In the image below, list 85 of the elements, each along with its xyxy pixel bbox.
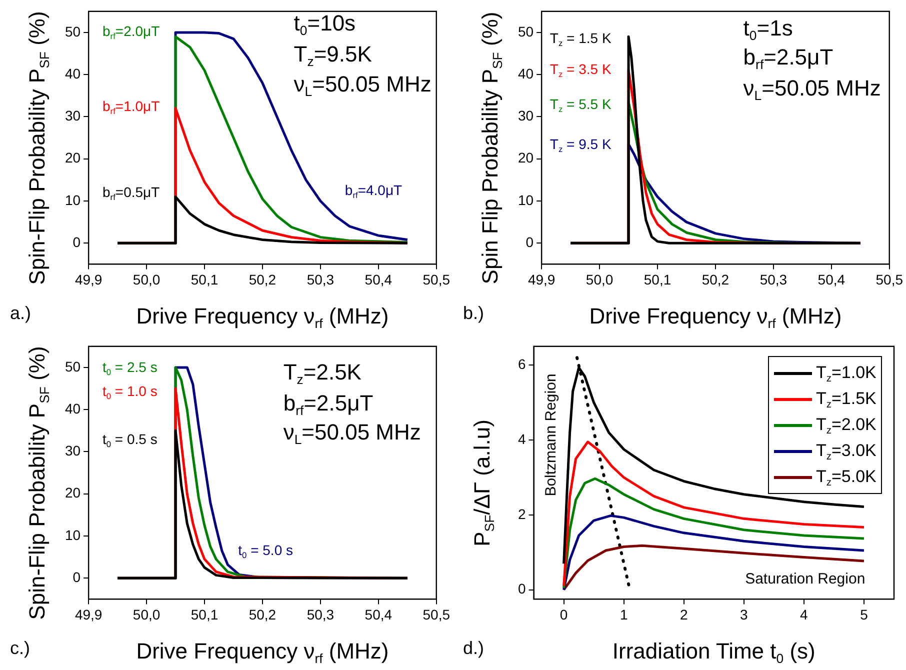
- x-tick-label: 50,5: [876, 271, 904, 288]
- x-tick-label: 49,9: [74, 271, 102, 288]
- x-tick-label: 50,0: [586, 271, 614, 288]
- x-tick-label: 3: [740, 606, 748, 622]
- y-tick-label: 4: [518, 430, 526, 447]
- series-label: T$_{z}$ = 3.5 K: [550, 60, 612, 78]
- y-tick-label: 40: [64, 65, 81, 82]
- annotation: T$_{z}$=2.5K: [283, 360, 362, 388]
- y-tick-label: 20: [64, 150, 81, 166]
- annotation: T$_{z}$=9.5K: [294, 41, 372, 69]
- legend-label: T$_{z}$=2.0K: [816, 414, 876, 436]
- text: a.): [10, 303, 32, 323]
- x-tick-label: 50,5: [422, 271, 450, 288]
- y-tick-label: 0: [72, 234, 81, 250]
- legend-label: T$_{z}$=1.0K: [816, 362, 876, 384]
- y-tick-label: 30: [64, 108, 81, 124]
- annotation: t$_{0}$=1s: [743, 16, 793, 44]
- series-label: t$_{0}$ = 1.0 s: [102, 382, 158, 401]
- x-tick-label: 0: [560, 606, 568, 622]
- x-tick-label: 50,5: [422, 606, 450, 622]
- series-label: T$_{z}$ = 9.5 K: [550, 136, 612, 154]
- series-label: T$_{z}$ = 1.5 K: [550, 30, 612, 48]
- y-tick-label: 40: [518, 65, 534, 82]
- x-tick-label: 1: [620, 606, 628, 622]
- annotation: Saturation Region: [745, 570, 866, 588]
- x-tick-label: 50,0: [132, 606, 160, 622]
- annotation: b$_{rf}$=2.5μT: [283, 390, 374, 418]
- y-tick-label: 0: [518, 580, 526, 597]
- x-axis-title: Drive Frequency ν$_{rf}$ (MHz): [136, 304, 389, 332]
- x-tick-label: 50,0: [132, 271, 160, 288]
- y-tick-label: 10: [64, 192, 81, 208]
- legend-label: T$_{z}$=3.0K: [816, 440, 876, 462]
- y-tick-label: 6: [518, 356, 526, 372]
- text: b.): [463, 303, 484, 323]
- x-tick-label: 50,4: [818, 271, 846, 288]
- annotation: ν$_{L}$=50.05 MHz: [283, 419, 421, 447]
- legend-label: T$_{z}$=1.5K: [816, 388, 876, 410]
- annotation: Boltzmann Region: [542, 374, 560, 496]
- x-tick-label: 4: [800, 606, 808, 622]
- x-axis-title: Drive Frequency ν$_{rf}$ (MHz): [136, 638, 389, 666]
- series-label: b$_{rf}$=0.5μT: [102, 184, 160, 202]
- x-tick-label: 50,2: [248, 606, 276, 622]
- text: d.): [463, 638, 484, 658]
- annotation: ν$_{L}$=50.05 MHz: [743, 75, 881, 103]
- x-axis-title: Irradiation Time t$_{0}$ (s): [612, 638, 816, 666]
- y-tick-label: 50: [64, 23, 81, 40]
- series-label: t$_{0}$ = 0.5 s: [102, 430, 158, 449]
- y-tick-label: 20: [518, 150, 534, 166]
- y-tick-label: 0: [72, 568, 81, 585]
- x-tick-label: 50,1: [190, 606, 218, 622]
- x-tick-label: 50,1: [644, 271, 672, 288]
- series-label: T$_{z}$ = 5.5 K: [550, 96, 612, 114]
- y-tick-label: 50: [518, 23, 534, 40]
- x-tick-label: 50,3: [760, 271, 788, 288]
- y-tick-label: 20: [64, 484, 81, 501]
- annotation: t$_{0}$=10s: [294, 10, 356, 38]
- annotation: b$_{rf}$=2.5μT: [743, 45, 834, 73]
- x-tick-label: 50,1: [190, 271, 218, 288]
- x-tick-label: 50,3: [306, 271, 334, 288]
- annotation: ν$_{L}$=50.05 MHz: [294, 72, 432, 100]
- x-tick-label: 50,3: [306, 606, 334, 622]
- y-tick-label: 2: [518, 506, 526, 522]
- y-tick-label: 0: [526, 234, 534, 250]
- x-axis-title: Drive Frequency ν$_{rf}$ (MHz): [589, 304, 842, 332]
- y-tick-label: 10: [518, 192, 534, 208]
- x-tick-label: 50,2: [702, 271, 730, 288]
- x-tick-label: 2: [680, 606, 688, 622]
- x-tick-label: 49,9: [74, 606, 102, 622]
- x-tick-label: 50,4: [364, 606, 392, 622]
- y-tick-label: 50: [64, 358, 81, 374]
- series-label: t$_{0}$ = 2.5 s: [102, 358, 158, 377]
- series-label: b$_{rf}$=1.0μT: [102, 98, 160, 116]
- y-tick-label: 30: [64, 442, 81, 459]
- y-tick-label: 30: [518, 108, 534, 124]
- x-tick-label: 5: [860, 606, 868, 622]
- x-tick-label: 50,4: [364, 271, 392, 288]
- x-tick-label: 50,2: [248, 271, 276, 288]
- series-label: b$_{rf}$=2.0μT: [102, 22, 160, 40]
- y-tick-label: 40: [64, 400, 81, 416]
- series-label: b$_{rf}$=4.0μT: [344, 182, 402, 200]
- text: c.): [10, 638, 30, 658]
- y-tick-label: 10: [64, 526, 81, 543]
- x-tick-label: 49,9: [528, 271, 556, 288]
- legend-label: T$_{z}$=5.0K: [816, 466, 876, 488]
- series-label: t$_{0}$ = 5.0 s: [238, 542, 293, 560]
